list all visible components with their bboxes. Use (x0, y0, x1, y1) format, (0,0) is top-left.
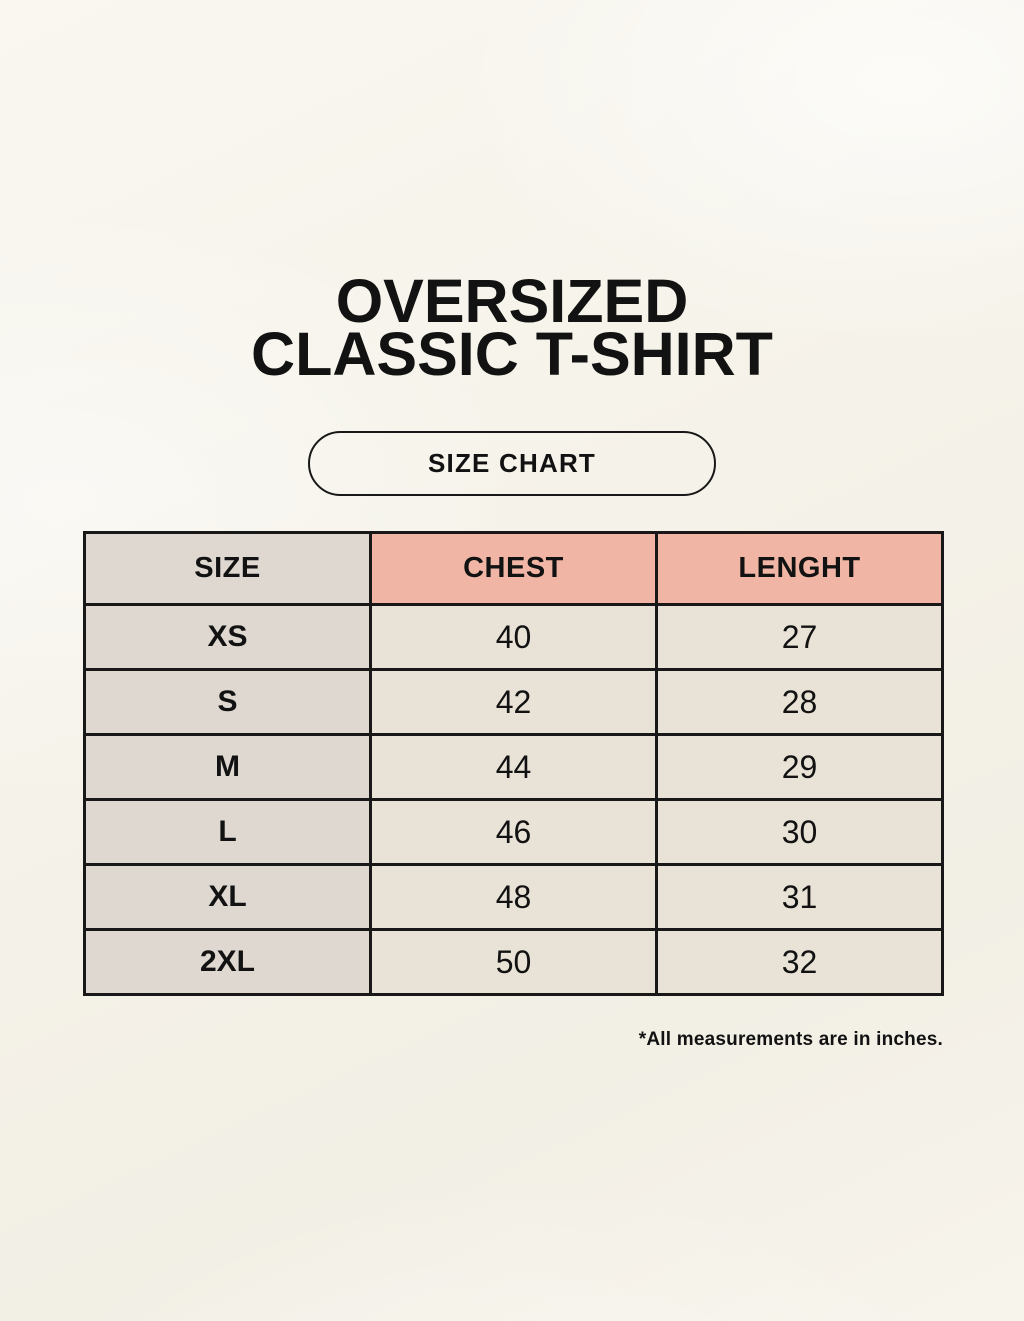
table-row: S 42 28 (83, 668, 944, 736)
length-cell: 28 (655, 668, 944, 736)
chest-cell: 50 (369, 928, 658, 996)
size-cell: M (83, 733, 372, 801)
header-row: SIZE CHEST LENGHT (83, 531, 944, 606)
page-title-line2: CLASSIC T-SHIRT (251, 320, 773, 388)
column-header-size: SIZE (83, 531, 372, 606)
size-cell: L (83, 798, 372, 866)
chest-cell: 40 (369, 603, 658, 671)
chest-cell: 48 (369, 863, 658, 931)
size-cell: 2XL (83, 928, 372, 996)
measurements-footnote: *All measurements are in inches. (638, 1029, 943, 1050)
size-cell: XS (83, 603, 372, 671)
chest-cell: 44 (369, 733, 658, 801)
column-header-chest: CHEST (369, 531, 658, 606)
table-row: L 46 30 (83, 798, 944, 866)
table-row: M 44 29 (83, 733, 944, 801)
table-row: XL 48 31 (83, 863, 944, 931)
size-cell: XL (83, 863, 372, 931)
size-chart-badge[interactable]: SIZE CHART (308, 431, 716, 496)
length-cell: 32 (655, 928, 944, 996)
column-header-length: LENGHT (655, 531, 944, 606)
length-cell: 30 (655, 798, 944, 866)
chest-cell: 46 (369, 798, 658, 866)
page-title: OVERSIZED CLASSIC T-SHIRT (0, 271, 1024, 385)
length-cell: 29 (655, 733, 944, 801)
length-cell: 27 (655, 603, 944, 671)
size-table-header: SIZE CHEST LENGHT (83, 531, 944, 606)
page-title-line1: OVERSIZED (335, 267, 689, 335)
table-row: 2XL 50 32 (83, 928, 944, 996)
table-row: XS 40 27 (83, 603, 944, 671)
size-cell: S (83, 668, 372, 736)
length-cell: 31 (655, 863, 944, 931)
chest-cell: 42 (369, 668, 658, 736)
size-chart-table: SIZE CHEST LENGHT XS 40 27 S 42 28 M 44 29 L 46 30 X… (83, 531, 944, 996)
size-table-body: XS 40 27 S 42 28 M 44 29 L 46 30 XL 48 31 2XL 50 32 (83, 603, 944, 996)
